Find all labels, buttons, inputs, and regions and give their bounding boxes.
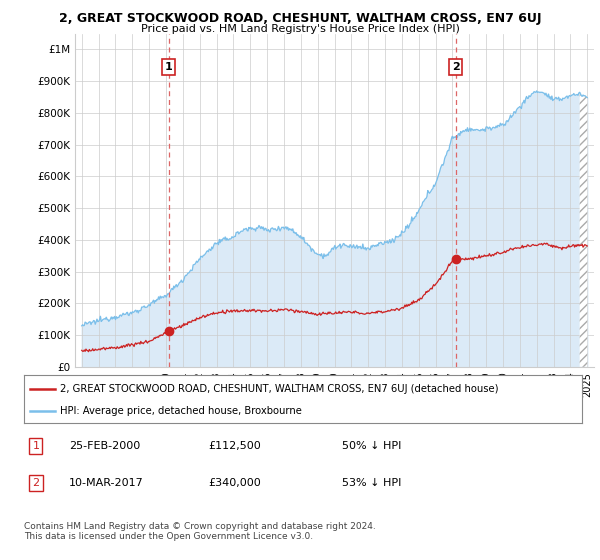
Text: 2: 2 — [32, 478, 40, 488]
Text: Contains HM Land Registry data © Crown copyright and database right 2024.
This d: Contains HM Land Registry data © Crown c… — [24, 522, 376, 542]
Text: £112,500: £112,500 — [208, 441, 261, 451]
Text: 1: 1 — [32, 441, 40, 451]
Text: 1: 1 — [164, 62, 172, 72]
Text: 25-FEB-2000: 25-FEB-2000 — [68, 441, 140, 451]
Text: Price paid vs. HM Land Registry's House Price Index (HPI): Price paid vs. HM Land Registry's House … — [140, 24, 460, 34]
Text: £340,000: £340,000 — [208, 478, 261, 488]
Text: 2, GREAT STOCKWOOD ROAD, CHESHUNT, WALTHAM CROSS, EN7 6UJ (detached house): 2, GREAT STOCKWOOD ROAD, CHESHUNT, WALTH… — [60, 384, 499, 394]
Text: 50% ↓ HPI: 50% ↓ HPI — [342, 441, 401, 451]
Text: HPI: Average price, detached house, Broxbourne: HPI: Average price, detached house, Brox… — [60, 406, 302, 416]
Text: 2: 2 — [452, 62, 460, 72]
Text: 10-MAR-2017: 10-MAR-2017 — [68, 478, 143, 488]
Text: 53% ↓ HPI: 53% ↓ HPI — [342, 478, 401, 488]
Text: 2, GREAT STOCKWOOD ROAD, CHESHUNT, WALTHAM CROSS, EN7 6UJ: 2, GREAT STOCKWOOD ROAD, CHESHUNT, WALTH… — [59, 12, 541, 25]
